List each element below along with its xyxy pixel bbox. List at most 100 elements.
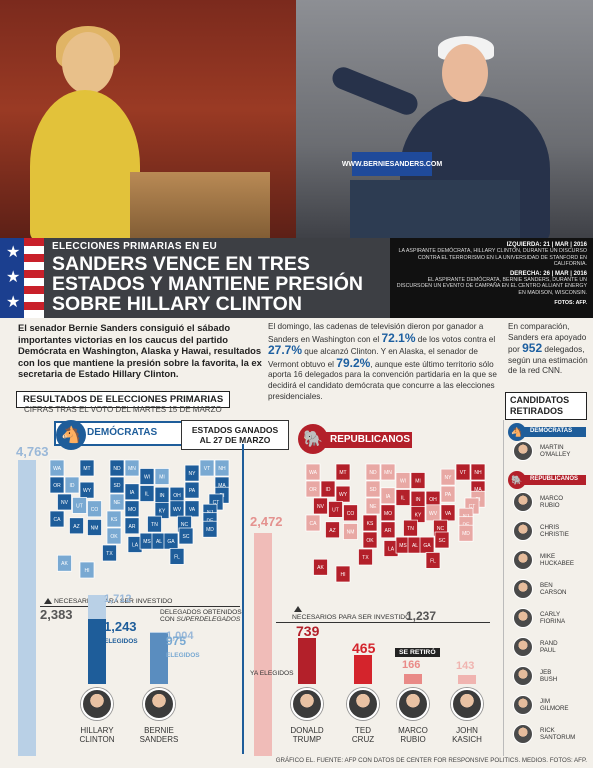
- rep-state-label: IN: [416, 497, 421, 503]
- dem-state-label: ID: [70, 483, 75, 489]
- rep-need-value: 1,237: [406, 609, 437, 623]
- dem-state-label: MO: [128, 507, 136, 513]
- dem-state-label: OK: [110, 534, 118, 540]
- dem-state-mo: [124, 500, 140, 518]
- rep-state-label: MD: [462, 531, 470, 537]
- rep-state-label: TN: [407, 526, 414, 532]
- dem-state-ks: [106, 510, 122, 528]
- rep-state-label: PA: [445, 492, 452, 498]
- dem-state-mt: [79, 459, 95, 477]
- dem-bar-elected: [150, 633, 168, 684]
- dem-state-label: MA: [218, 483, 226, 489]
- dem-state-label: AZ: [73, 524, 79, 530]
- rep-state-ut: [328, 501, 343, 518]
- dem-state-label: WV: [173, 507, 182, 513]
- retired-candidate-name: JIM GILMORE: [540, 698, 569, 713]
- dem-state-wy: [79, 481, 95, 499]
- rep-state-il: [395, 489, 411, 506]
- rep-state-label: CA: [310, 521, 318, 527]
- rep-header: [320, 432, 412, 448]
- rep-state-nv: [313, 497, 328, 515]
- rep-state-label: AZ: [329, 528, 335, 534]
- rep-state-label: GA: [423, 543, 431, 549]
- dem-state-label: CA: [54, 517, 62, 523]
- rep-bar-value: 465: [352, 640, 376, 657]
- rep-state-label: FL: [430, 558, 436, 564]
- dem-super-value: 1,712: [104, 592, 132, 605]
- retired-candidate-name: MARCO RUBIO: [540, 495, 564, 510]
- candidate-photo: [451, 688, 483, 720]
- dem-state-label: AK: [61, 561, 68, 567]
- rep-bar-value: 739: [296, 623, 320, 640]
- dem-state-label: VA: [189, 507, 196, 513]
- dem-state-mi: [154, 468, 170, 485]
- rep-bar: [404, 673, 422, 684]
- rep-state-label: AL: [412, 543, 418, 549]
- rep-state-label: OK: [366, 538, 374, 544]
- dem-state-label: NY: [189, 471, 197, 477]
- dem-state-label: MI: [159, 475, 165, 481]
- headline: SANDERS VENCE EN TRES ESTADOS Y MANTIENE…: [52, 253, 363, 315]
- dem-state-co: [87, 500, 102, 518]
- rep-state-label: UT: [332, 507, 339, 513]
- rep-state-nh: [470, 463, 486, 481]
- dem-elected-value: 975 ELEGIDOS: [166, 635, 200, 662]
- dem-state-label: CT: [213, 500, 220, 506]
- dem-state-label: KY: [159, 509, 166, 515]
- dem-state-label: KS: [111, 517, 118, 523]
- se-retiro-badge: SE RETIRÓ: [395, 648, 440, 657]
- rep-state-hi: [335, 565, 351, 583]
- ya-elegidos-label: YA ELEGIDOS: [250, 670, 294, 677]
- dem-state-label: CO: [91, 507, 99, 513]
- campaign-sign: WWW.BERNIESANDERS.COM: [342, 152, 442, 176]
- dem-state-label: FL: [174, 554, 180, 560]
- rep-state-label: WY: [339, 492, 348, 498]
- dem-state-label: NV: [61, 500, 69, 506]
- rep-state-id: [320, 480, 336, 498]
- rep-state-label: NC: [437, 526, 445, 532]
- dem-state-label: IN: [160, 493, 165, 499]
- rep-state-ny: [440, 468, 456, 486]
- candidate-name: HILLARY CLINTON: [79, 726, 115, 744]
- dem-bar-elected: [88, 619, 106, 684]
- rep-bar: [298, 638, 316, 684]
- rep-state-label: LA: [388, 547, 395, 553]
- rep-total-bar: [254, 533, 272, 756]
- rep-bar: [458, 675, 476, 684]
- dem-state-label: ND: [113, 466, 121, 472]
- graphic-subtitle: CIFRAS TRAS EL VOTO DEL MARTES 15 DE MAR…: [24, 405, 222, 414]
- rep-state-ca: [305, 514, 321, 532]
- retired-candidate-photo: [513, 550, 533, 570]
- candidate-photo: [291, 688, 323, 720]
- dem-elected-number: 975: [166, 634, 187, 649]
- rep-state-co: [343, 504, 358, 522]
- retired-candidate-name: MIKE HUCKABEE: [540, 553, 575, 568]
- sidebar-dem-label: DEMÓCRATAS: [516, 427, 586, 437]
- rep-state-md: [458, 524, 474, 542]
- rep-states-map: WA MT ND MN WI MI NY VT NH OR ID WY SD IA IL IN OH PA MA NV…: [305, 463, 486, 583]
- rep-state-label: KS: [367, 521, 374, 527]
- retired-candidate-photo: [513, 608, 533, 628]
- rep-state-label: CO: [347, 511, 355, 517]
- dem-total-bar: [18, 460, 36, 756]
- rep-state-label: NM: [347, 530, 355, 536]
- dem-state-label: WI: [144, 475, 150, 481]
- dem-state-label: WY: [83, 488, 92, 494]
- rep-state-label: MN: [384, 470, 392, 476]
- dem-state-vt: [199, 459, 215, 477]
- dem-state-ky: [154, 502, 170, 519]
- retired-candidate-name: RICK SANTORUM: [540, 727, 576, 742]
- rep-state-label: NY: [445, 475, 453, 481]
- dem-state-wv: [169, 500, 185, 518]
- rep-state-label: OR: [309, 487, 317, 493]
- dem-elected-number: 1,243: [104, 619, 137, 635]
- kicker: ELECCIONES PRIMARIAS EN EU: [52, 241, 218, 252]
- podium-right: [350, 180, 520, 242]
- dem-state-ak: [57, 554, 72, 572]
- dem-state-pa: [184, 481, 200, 499]
- hero-photos: WWW.BERNIESANDERS.COM: [0, 0, 593, 242]
- retired-candidate-photo: [513, 521, 533, 541]
- dem-need-label: NECESARIOS PARA SER INVESTIDO: [54, 598, 173, 605]
- rep-need-label: NECESARIOS PARA SER INVESTIDO: [292, 614, 411, 621]
- rep-state-label: CT: [469, 504, 476, 510]
